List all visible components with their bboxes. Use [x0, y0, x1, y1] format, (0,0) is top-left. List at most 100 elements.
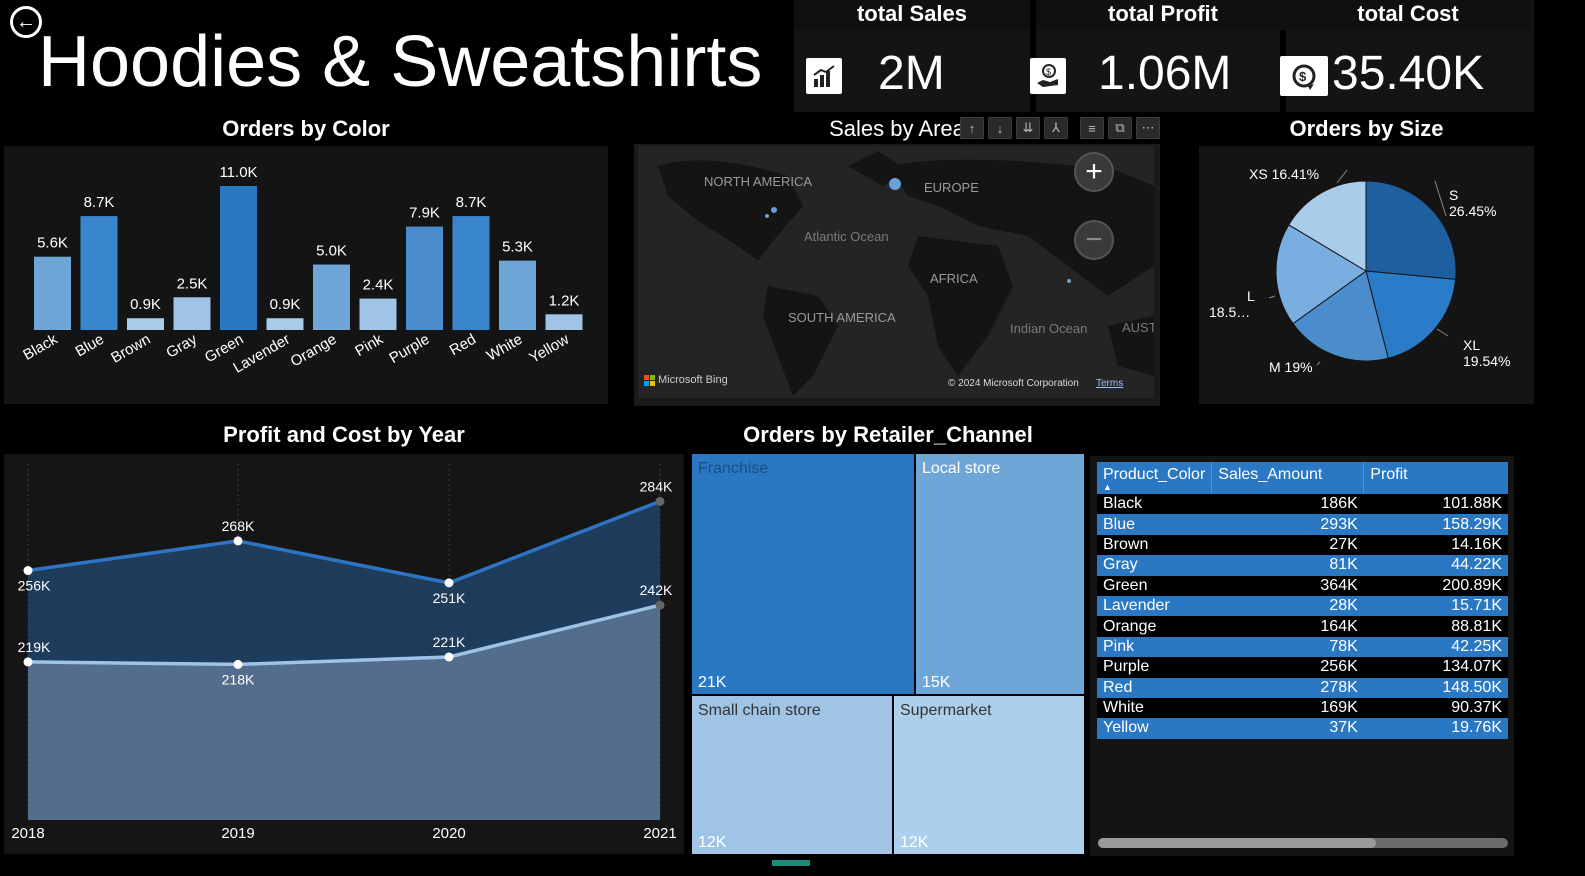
x-tick-label: 2020 [432, 825, 465, 842]
map-label: AUST [1122, 320, 1154, 335]
map-view[interactable]: NORTH AMERICA EUROPE Atlantic Ocean AFRI… [638, 146, 1154, 398]
cell-sales-amount: 27K [1329, 535, 1358, 553]
cell-product-color: Yellow [1103, 719, 1149, 737]
treemap-value: 21K [698, 674, 727, 691]
table-row[interactable]: Red 278K 148.50K [1097, 677, 1508, 698]
cell-product-color: Black [1103, 495, 1143, 513]
bar-data-label: 5.3K [502, 239, 533, 256]
bar-data-label: 0.9K [270, 296, 301, 313]
orders-by-size-panel[interactable]: Orders by Size S 26.45% XL 19.54% M 19% L 18.5… [1199, 116, 1534, 404]
cell-sales-amount: 164K [1320, 617, 1358, 635]
bar-data-label: 5.0K [316, 243, 347, 260]
bar-data-label: 11.0K [219, 164, 257, 181]
table-row[interactable]: White 169K 90.37K [1097, 697, 1508, 719]
dollar-cycle-icon: $ [1280, 56, 1328, 96]
cell-product-color: Purple [1103, 658, 1150, 676]
table-row[interactable]: Orange 164K 88.81K [1097, 616, 1508, 637]
zoom-out-button[interactable]: − [1074, 220, 1114, 260]
orders-by-color-panel[interactable]: 5.6K Black 8.7K Blue 0.9K Brown 2.5K Gray 11.0K G… [4, 116, 608, 404]
bar [266, 318, 304, 330]
treemap-cell-local-store[interactable]: Local store 15K [916, 454, 1084, 694]
table-row[interactable]: Black 186K 101.88K [1097, 494, 1508, 515]
pie-slice [1288, 180, 1367, 272]
expand-hierarchy-button[interactable]: ⅄ [1044, 117, 1068, 139]
bar [80, 216, 118, 330]
fork-icon: ⅄ [1052, 120, 1060, 135]
kpi-title: total Profit [1036, 0, 1290, 30]
treemap-cell-supermarket[interactable]: Supermarket 12K [894, 696, 1084, 854]
terms-link[interactable]: Terms [1096, 378, 1124, 389]
map-label: Indian Ocean [1010, 321, 1088, 336]
table-row[interactable]: Pink 78K 42.25K [1097, 636, 1508, 658]
treemap-cell-small-chain-store[interactable]: Small chain store 12K [692, 696, 892, 854]
treemap-label: Franchise [698, 460, 769, 477]
treemap-value: 15K [922, 674, 951, 691]
data-label: 251K [433, 590, 466, 606]
profit-cost-panel[interactable]: 256K 268K 251K 284K 219K 218K 221K 242K 2018 2019… [4, 454, 684, 854]
pie-percent-label: 26.45% [1449, 203, 1496, 219]
plus-icon: + [1085, 155, 1103, 188]
pie-label: L [1247, 288, 1255, 304]
kpi-title: total Cost [1286, 0, 1530, 30]
map-label: NORTH AMERICA [704, 174, 813, 189]
horizontal-scrollbar[interactable] [1098, 838, 1508, 848]
table-row[interactable]: Lavender 28K 15.71K [1097, 595, 1508, 617]
product-table-panel[interactable]: Product_Color ▲ Sales_Amount Profit Black… [1090, 456, 1514, 856]
bar [127, 318, 164, 330]
cell-profit: 88.81K [1451, 617, 1502, 635]
drill-up-button[interactable]: ↑ [960, 117, 984, 139]
area-fill [28, 605, 660, 820]
table-row[interactable]: Gray 81K 44.22K [1097, 555, 1508, 576]
column-header-product-color[interactable]: Product_Color ▲ [1097, 462, 1213, 494]
bar [220, 186, 257, 330]
data-point [233, 536, 243, 546]
column-header-sales-amount[interactable]: Sales_Amount [1211, 462, 1365, 494]
back-button[interactable]: ← [10, 6, 42, 38]
bing-label: Microsoft Bing [658, 374, 728, 386]
sort-asc-icon: ▲ [1103, 482, 1112, 492]
cell-profit: 90.37K [1451, 699, 1502, 717]
cell-profit: 14.16K [1451, 535, 1502, 553]
filter-button[interactable]: ≡ [1080, 117, 1104, 139]
table-row[interactable]: Yellow 37K 19.76K [1097, 718, 1508, 739]
double-down-icon: ⇊ [1022, 120, 1034, 135]
drill-down-button[interactable]: ↓ [988, 117, 1012, 139]
cell-product-color: Green [1103, 576, 1148, 594]
kpi-card-profit: total Profit $ 1.06M [1030, 0, 1290, 112]
treemap-label: Small chain store [698, 702, 821, 719]
cell-profit: 148.50K [1442, 678, 1502, 696]
bar [499, 260, 536, 330]
cell-sales-amount: 186K [1320, 495, 1358, 513]
scrollbar-thumb[interactable] [1098, 838, 1376, 848]
data-point [444, 652, 454, 662]
sales-by-area-panel[interactable]: Sales by Area NORTH AMERICA EUROPE Atlan… [634, 116, 1160, 406]
zoom-in-button[interactable]: + [1074, 152, 1114, 192]
bing-logo: Microsoft Bing [644, 374, 728, 386]
svg-text:$: $ [1046, 67, 1051, 77]
treemap-cell-franchise[interactable]: Franchise 21K [692, 454, 914, 694]
next-level-button[interactable]: ⇊ [1016, 117, 1040, 139]
table-row[interactable]: Brown 27K 14.16K [1097, 534, 1508, 556]
retailer-treemap[interactable]: Franchise 21K Local store 15K Small chai… [690, 454, 1086, 856]
more-options-button[interactable]: ⋯ [1136, 117, 1160, 139]
cell-profit: 42.25K [1451, 637, 1502, 655]
table-row[interactable]: Purple 256K 134.07K [1097, 657, 1508, 678]
cell-product-color: White [1103, 699, 1144, 717]
kpi-card-sales: total Sales 2M [794, 0, 1030, 112]
data-label: 268K [222, 518, 255, 534]
cell-product-color: Orange [1103, 617, 1157, 635]
data-point [23, 657, 33, 667]
pie-label: M 19% [1269, 359, 1313, 375]
table-row[interactable]: Blue 293K 158.29K [1097, 514, 1508, 535]
cell-sales-amount: 78K [1329, 637, 1358, 655]
svg-text:$: $ [1299, 69, 1307, 84]
column-header-profit[interactable]: Profit [1370, 466, 1408, 483]
data-label: 218K [222, 671, 255, 687]
kpi-value: 1.06M [1098, 47, 1232, 100]
kpi-card-cost: total Cost $ 35.40K [1280, 0, 1534, 112]
x-tick-label: 2021 [643, 825, 676, 842]
table-row[interactable]: Green 364K 200.89K [1097, 575, 1508, 596]
x-tick-label: 2018 [11, 825, 44, 842]
focus-mode-button[interactable]: ⧉ [1108, 117, 1132, 139]
pie-leader-line [1268, 295, 1276, 299]
